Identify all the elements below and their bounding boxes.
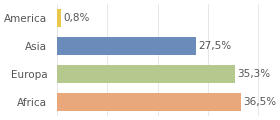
Bar: [57, 65, 235, 83]
Text: 0,8%: 0,8%: [64, 13, 90, 23]
Bar: [57, 37, 195, 55]
Text: 35,3%: 35,3%: [237, 69, 270, 79]
Text: 27,5%: 27,5%: [198, 41, 231, 51]
Text: 36,5%: 36,5%: [243, 97, 276, 107]
Bar: [57, 9, 61, 27]
Bar: [57, 93, 241, 111]
